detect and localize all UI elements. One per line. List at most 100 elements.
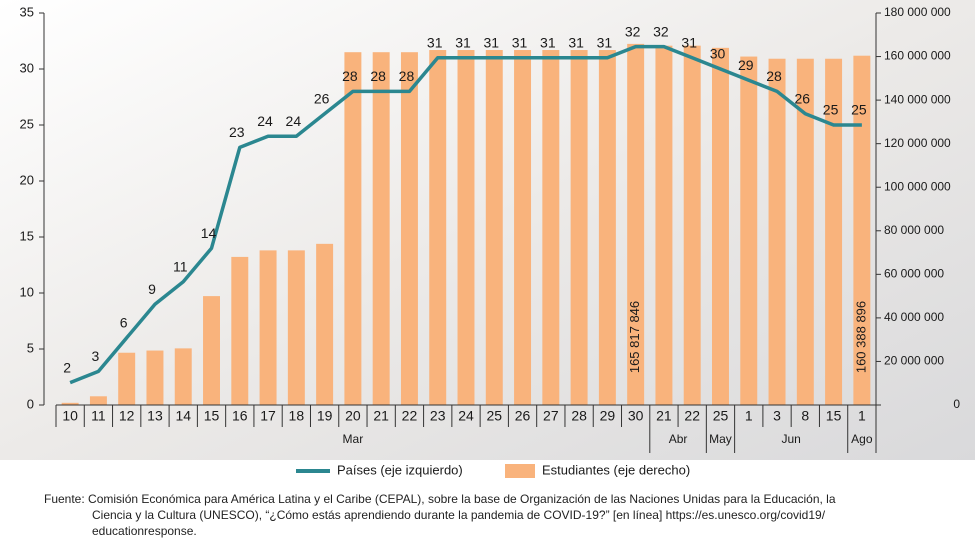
bar [61, 402, 79, 405]
bar [542, 50, 560, 406]
x-tick-label: 30 [628, 408, 644, 424]
line-value-label: 26 [795, 91, 811, 107]
y2-tick-label: 100 000 000 [884, 179, 951, 193]
x-tick-label: 15 [826, 408, 842, 424]
line-value-label: 14 [201, 225, 217, 241]
y-tick-label: 10 [20, 284, 34, 299]
x-tick-label: 29 [600, 408, 616, 424]
line-value-label: 32 [625, 23, 641, 39]
bar [514, 50, 532, 406]
y2-tick-label: 60 000 000 [884, 267, 944, 281]
x-tick-label: 13 [147, 408, 163, 424]
line-value-label: 32 [653, 23, 669, 39]
bar [740, 56, 758, 406]
line-value-label: 31 [455, 35, 471, 51]
bar [344, 52, 362, 405]
line-value-label: 2 [63, 359, 71, 375]
x-tick-label: 3 [773, 408, 781, 424]
line-value-label: 24 [286, 113, 302, 129]
line-value-label: 31 [681, 35, 697, 51]
bar [316, 243, 334, 405]
x-tick-label: 15 [204, 408, 220, 424]
line-value-label: 29 [738, 57, 754, 73]
x-group-label: Jun [781, 432, 800, 446]
bar [231, 256, 249, 405]
bar [118, 352, 136, 405]
y2-tick-label: 20 000 000 [884, 354, 944, 368]
bar [712, 47, 729, 405]
bar [146, 350, 164, 405]
bar [796, 58, 814, 405]
x-tick-label: 17 [260, 408, 276, 424]
bar-value-label: 165 817 846 [627, 301, 642, 373]
bar [485, 50, 503, 406]
line-value-label: 30 [710, 46, 726, 62]
bar [429, 50, 447, 406]
bar [203, 296, 220, 405]
legend-swatch [505, 464, 535, 478]
x-tick-label: 1 [858, 408, 866, 424]
line [69, 44, 862, 385]
source-note: Fuente: Comisión Económica para América … [44, 492, 836, 506]
line-value-label: 28 [370, 68, 386, 84]
bar [825, 58, 843, 405]
x-tick-label: 12 [119, 408, 135, 424]
y2-tick-label: 180 000 000 [884, 5, 951, 19]
y2-tick-label: 0 [953, 397, 960, 411]
bar [400, 52, 418, 405]
bar-value-label: 160 388 896 [853, 301, 868, 373]
bar [570, 50, 588, 406]
y-tick-label: 5 [27, 340, 34, 355]
line-value-label: 28 [399, 68, 415, 84]
x-tick-label: 21 [373, 408, 389, 424]
x-tick-label: 24 [458, 408, 474, 424]
x-tick-label: 27 [543, 408, 559, 424]
y2-tick-label: 160 000 000 [884, 49, 951, 63]
line-value-label: 28 [766, 68, 782, 84]
y-tick-label: 15 [20, 228, 34, 243]
line-value-label: 25 [851, 102, 867, 118]
x-tick-label: 8 [801, 408, 809, 424]
line-value-label: 31 [540, 35, 556, 51]
bar [174, 348, 192, 405]
x-tick-label: 19 [317, 408, 333, 424]
x-tick-label: 18 [289, 408, 305, 424]
source-note: Ciencia y la Cultura (UNESCO), “¿Cómo es… [92, 508, 826, 522]
x-group-label: May [709, 432, 732, 446]
bar [287, 250, 305, 405]
line-value-label: 6 [120, 315, 128, 331]
line-value-label: 3 [92, 348, 100, 364]
x-tick-label: 25 [713, 408, 729, 424]
x-tick-label: 25 [486, 408, 502, 424]
y2-tick-label: 80 000 000 [884, 223, 944, 237]
y-tick-label: 0 [27, 396, 34, 411]
line-value-label: 24 [257, 113, 273, 129]
line-value-label: 31 [597, 35, 613, 51]
bar [627, 43, 645, 405]
line-value-label: 31 [427, 35, 443, 51]
x-tick-label: 11 [91, 408, 106, 424]
line-value-label: 31 [512, 35, 528, 51]
y-tick-label: 35 [20, 4, 34, 19]
bar [89, 396, 107, 405]
x-group-label: Ago [851, 432, 873, 446]
bar [853, 55, 871, 406]
y2-tick-label: 40 000 000 [884, 310, 944, 324]
bar [372, 52, 390, 405]
x-tick-label: 26 [515, 408, 531, 424]
source-note: educationresponse. [92, 524, 197, 538]
bar [259, 250, 277, 405]
line-value-label: 23 [229, 124, 245, 140]
y-tick-label: 25 [20, 116, 34, 131]
y2-tick-label: 120 000 000 [884, 136, 951, 150]
x-group-label: Mar [343, 432, 364, 446]
x-tick-label: 21 [656, 408, 672, 424]
x-group-label: Abr [669, 432, 688, 446]
line-value-label: 9 [148, 281, 156, 297]
x-tick-label: 22 [684, 408, 700, 424]
x-tick-label: 22 [402, 408, 418, 424]
legend-label: Países (eje izquierdo) [337, 462, 463, 477]
x-tick-label: 28 [571, 408, 587, 424]
y-tick-label: 20 [20, 172, 34, 187]
